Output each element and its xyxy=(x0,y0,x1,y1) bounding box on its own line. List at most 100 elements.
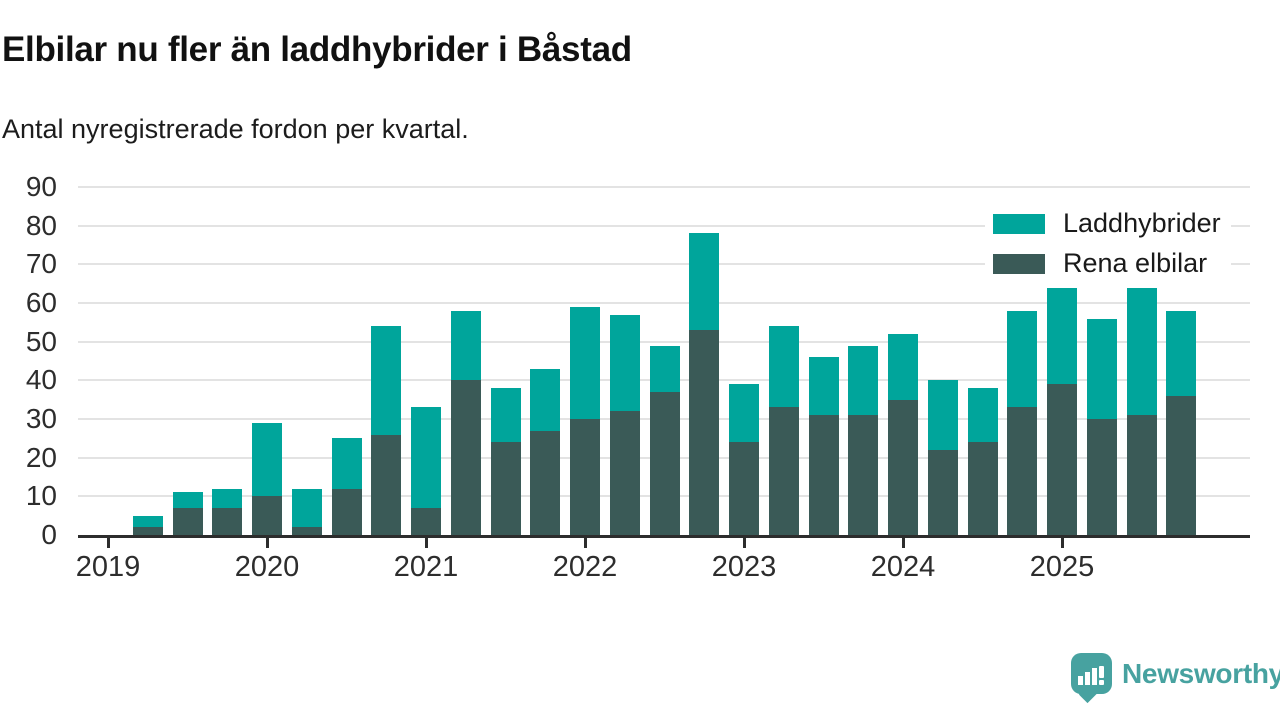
bar-2023-q2 xyxy=(769,326,799,535)
segment-rena-elbilar xyxy=(769,407,799,535)
y-tick-label-70: 70 xyxy=(26,248,57,280)
bar-2025-q4 xyxy=(1166,311,1196,535)
x-tick-2019 xyxy=(107,535,110,548)
segment-laddhybrider xyxy=(530,369,560,431)
segment-rena-elbilar xyxy=(888,400,918,535)
segment-laddhybrider xyxy=(292,489,322,528)
bar-2022-q2 xyxy=(610,315,640,535)
segment-laddhybrider xyxy=(1127,288,1157,416)
segment-laddhybrider xyxy=(1047,288,1077,385)
bar-2020-q4 xyxy=(371,326,401,535)
bar-2021-q3 xyxy=(491,388,521,535)
segment-laddhybrider xyxy=(968,388,998,442)
y-axis-labels: 0102030405060708090 xyxy=(0,187,60,535)
segment-laddhybrider xyxy=(173,492,203,508)
x-tick-label-2019: 2019 xyxy=(76,551,141,584)
bar-2022-q1 xyxy=(570,307,600,535)
segment-rena-elbilar xyxy=(530,431,560,535)
segment-rena-elbilar xyxy=(809,415,839,535)
x-tick-2020 xyxy=(266,535,269,548)
legend-label: Laddhybrider xyxy=(1063,208,1221,239)
legend-label: Rena elbilar xyxy=(1063,248,1207,279)
x-tick-2022 xyxy=(584,535,587,548)
x-tick-label-2021: 2021 xyxy=(394,551,459,584)
segment-laddhybrider xyxy=(451,311,481,381)
segment-laddhybrider xyxy=(689,233,719,330)
legend-swatch-laddhybrider xyxy=(993,214,1045,234)
bar-2020-q3 xyxy=(332,438,362,535)
bar-2019-q4 xyxy=(212,489,242,535)
segment-rena-elbilar xyxy=(173,508,203,535)
chart-subtitle: Antal nyregistrerade fordon per kvartal. xyxy=(2,114,469,145)
bar-2022-q4 xyxy=(689,233,719,535)
bar-2023-q1 xyxy=(729,384,759,535)
segment-rena-elbilar xyxy=(411,508,441,535)
bar-2025-q3 xyxy=(1127,288,1157,535)
y-tick-label-30: 30 xyxy=(26,403,57,435)
bar-2019-q3 xyxy=(173,492,203,535)
x-tick-label-2024: 2024 xyxy=(871,551,936,584)
segment-laddhybrider xyxy=(928,380,958,450)
segment-rena-elbilar xyxy=(729,442,759,535)
segment-laddhybrider xyxy=(610,315,640,412)
segment-laddhybrider xyxy=(769,326,799,407)
segment-rena-elbilar xyxy=(1166,396,1196,535)
bar-2020-q1 xyxy=(252,423,282,535)
y-tick-label-40: 40 xyxy=(26,364,57,396)
segment-laddhybrider xyxy=(729,384,759,442)
segment-laddhybrider xyxy=(252,423,282,497)
segment-rena-elbilar xyxy=(610,411,640,535)
x-tick-2021 xyxy=(425,535,428,548)
x-tick-2023 xyxy=(743,535,746,548)
segment-rena-elbilar xyxy=(212,508,242,535)
legend-item-rena-elbilar: Rena elbilar xyxy=(993,248,1221,279)
segment-rena-elbilar xyxy=(1007,407,1037,535)
segment-rena-elbilar xyxy=(1087,419,1117,535)
bar-2024-q3 xyxy=(968,388,998,535)
segment-rena-elbilar xyxy=(133,527,163,535)
legend-swatch-rena-elbilar xyxy=(993,254,1045,274)
segment-laddhybrider xyxy=(809,357,839,415)
segment-laddhybrider xyxy=(491,388,521,442)
newsworthy-logo-icon xyxy=(1071,653,1112,694)
segment-rena-elbilar xyxy=(928,450,958,535)
segment-laddhybrider xyxy=(371,326,401,434)
y-tick-label-0: 0 xyxy=(41,519,57,551)
segment-laddhybrider xyxy=(1166,311,1196,396)
speech-bubble-tail-icon xyxy=(1077,682,1098,703)
segment-laddhybrider xyxy=(888,334,918,400)
segment-laddhybrider xyxy=(570,307,600,419)
y-tick-label-60: 60 xyxy=(26,287,57,319)
legend-item-laddhybrider: Laddhybrider xyxy=(993,208,1221,239)
y-tick-label-80: 80 xyxy=(26,210,57,242)
segment-rena-elbilar xyxy=(292,527,322,535)
segment-rena-elbilar xyxy=(252,496,282,535)
x-tick-2025 xyxy=(1061,535,1064,548)
segment-laddhybrider xyxy=(133,516,163,528)
segment-rena-elbilar xyxy=(1127,415,1157,535)
segment-rena-elbilar xyxy=(570,419,600,535)
segment-laddhybrider xyxy=(411,407,441,508)
segment-rena-elbilar xyxy=(650,392,680,535)
x-tick-label-2022: 2022 xyxy=(553,551,618,584)
segment-rena-elbilar xyxy=(332,489,362,535)
bar-2025-q1 xyxy=(1047,288,1077,535)
x-axis-line xyxy=(78,535,1250,538)
bar-2024-q4 xyxy=(1007,311,1037,535)
bar-2021-q2 xyxy=(451,311,481,535)
newsworthy-wordmark: Newsworthy xyxy=(1122,658,1280,690)
segment-laddhybrider xyxy=(212,489,242,508)
segment-rena-elbilar xyxy=(1047,384,1077,535)
segment-rena-elbilar xyxy=(491,442,521,535)
segment-laddhybrider xyxy=(1087,319,1117,420)
segment-rena-elbilar xyxy=(451,380,481,535)
segment-laddhybrider xyxy=(332,438,362,488)
gridline-90 xyxy=(78,186,1250,188)
x-tick-label-2023: 2023 xyxy=(712,551,777,584)
x-tick-2024 xyxy=(902,535,905,548)
segment-rena-elbilar xyxy=(848,415,878,535)
y-tick-label-20: 20 xyxy=(26,442,57,474)
legend: Laddhybrider Rena elbilar xyxy=(985,204,1231,285)
bar-2023-q4 xyxy=(848,346,878,535)
bar-2022-q3 xyxy=(650,346,680,535)
